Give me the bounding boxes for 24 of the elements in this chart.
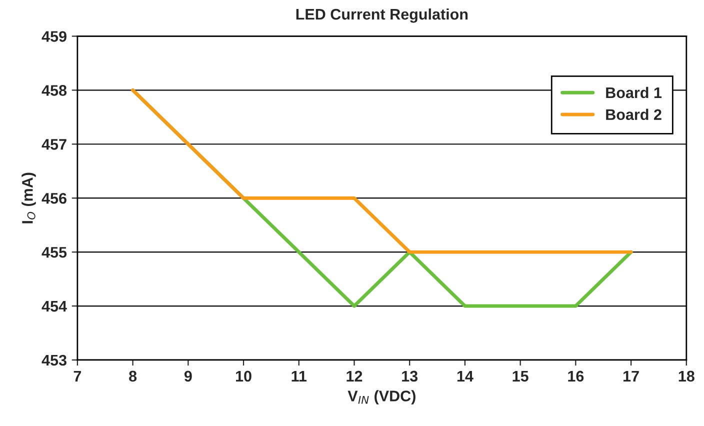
y-tick-label: 455 — [42, 247, 67, 258]
y-tick-label: 459 — [42, 31, 66, 42]
x-tick-label: 10 — [236, 370, 252, 382]
x-tick-label: 14 — [457, 370, 474, 382]
x-tick-label: 16 — [568, 370, 584, 382]
y-tick-label: 453 — [42, 354, 66, 366]
y-tick-label: 457 — [42, 139, 66, 150]
x-tick-label: 15 — [512, 370, 528, 382]
y-tick-label: 456 — [42, 192, 66, 204]
x-axis-title: V$_{IN}$ (VDC) — [348, 390, 416, 404]
x-tick-label: 7 — [74, 370, 82, 382]
y-axis-title: I$_{O}$ (mA) — [22, 172, 36, 224]
legend-label: Board 2 — [606, 108, 662, 120]
y-tick-label: 454 — [42, 301, 67, 312]
y-tick-label: 458 — [42, 85, 67, 96]
x-tick-label: 17 — [624, 370, 639, 382]
chart-title: LED Current Regulation — [296, 8, 468, 23]
x-tick-label: 13 — [402, 370, 418, 382]
x-tick-label: 11 — [292, 370, 307, 382]
legend-label: Board 1 — [606, 86, 662, 98]
x-tick-label: 18 — [678, 370, 694, 382]
x-tick-label: 12 — [346, 370, 362, 382]
x-tick-label: 9 — [184, 370, 192, 382]
x-tick-label: 8 — [129, 370, 137, 382]
